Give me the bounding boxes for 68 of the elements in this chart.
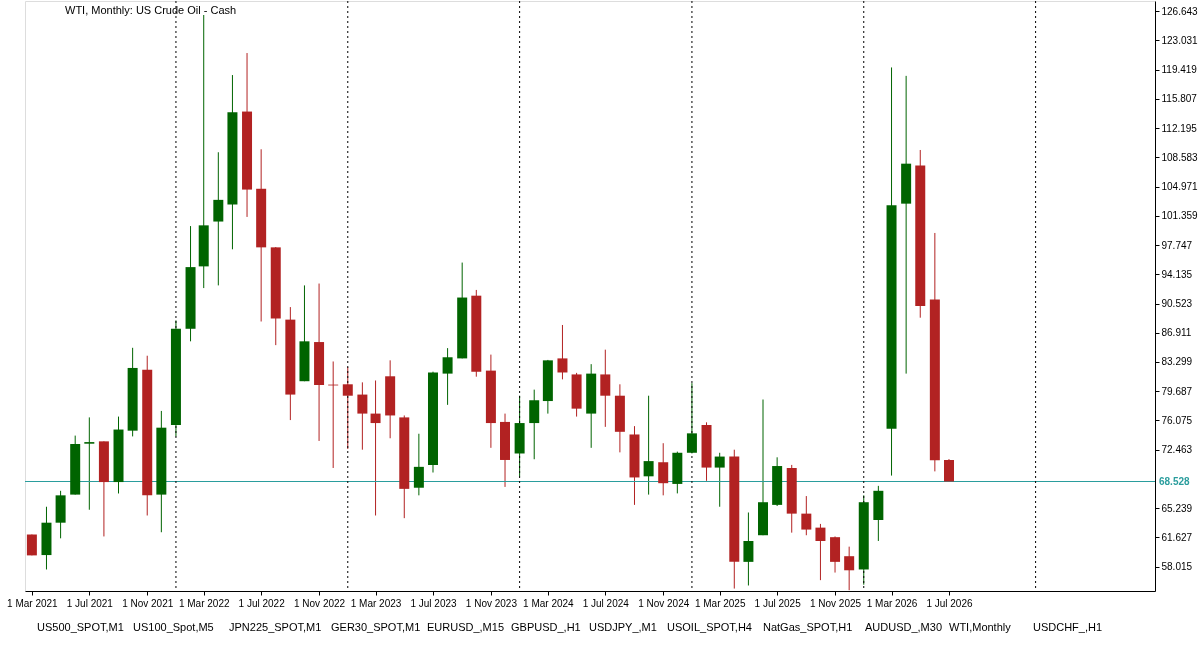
text: US500_SPOT,M1 xyxy=(37,621,124,633)
y-tick-label: 65.239 xyxy=(1161,502,1193,514)
x-tick-label: 1 Mar 2025 xyxy=(694,597,746,609)
candlestick xyxy=(529,389,540,460)
y-tick-label: 58.015 xyxy=(1161,561,1193,573)
x-tick-label: 1 Nov 2022 xyxy=(293,597,346,609)
x-tick-label: 1 Mar 2022 xyxy=(178,597,230,609)
y-tick-label: 97.747 xyxy=(1161,239,1193,251)
text: EURUSD_,M15 xyxy=(427,621,505,633)
y-tick-label: 104.971 xyxy=(1161,181,1199,193)
y-tick-label: 94.135 xyxy=(1161,268,1193,280)
x-tick-label: 1 Mar 2024 xyxy=(523,597,575,609)
text: GER30_SPOT,M1 xyxy=(331,621,421,633)
candlestick xyxy=(844,546,855,591)
x-tick-label: 1 Mar 2021 xyxy=(7,597,59,609)
candlestick xyxy=(658,442,669,496)
candlestick xyxy=(213,151,224,286)
y-tick-label: 123.031 xyxy=(1161,34,1199,46)
text: JPN225_SPOT,M1 xyxy=(229,621,322,633)
y-tick-label: 101.359 xyxy=(1161,210,1199,222)
ref-line-label: 68.528 xyxy=(1159,475,1191,487)
x-tick-label: 1 Nov 2025 xyxy=(809,597,862,609)
y-tick-label: 86.911 xyxy=(1161,327,1192,339)
y-tick-label: 61.627 xyxy=(1161,531,1193,543)
chart-title: WTI, Monthly: US Crude Oil - Cash xyxy=(65,4,237,16)
candlestick xyxy=(686,382,697,454)
x-tick-label: 1 Jul 2023 xyxy=(410,597,457,609)
text: WTI,Monthly xyxy=(949,621,1012,633)
candlestick xyxy=(801,495,812,536)
x-tick-label: 1 Mar 2023 xyxy=(350,597,402,609)
candlestick xyxy=(413,433,424,496)
text: GBPUSD_,H1 xyxy=(511,621,581,633)
candlestick xyxy=(743,512,754,586)
y-tick-label: 83.299 xyxy=(1161,356,1193,368)
x-tick-label: 1 Jul 2022 xyxy=(238,597,286,609)
candlestick xyxy=(557,324,568,380)
candlestick xyxy=(643,395,654,496)
y-tick-label: 79.687 xyxy=(1161,385,1193,397)
text: AUDUSD_,M30 xyxy=(865,621,943,633)
y-tick-label: 119.419 xyxy=(1161,64,1198,76)
y-tick-label: 126.643 xyxy=(1161,5,1199,17)
x-tick-label: 1 Nov 2023 xyxy=(465,597,518,609)
y-tick-label: 76.075 xyxy=(1161,414,1193,426)
candlestick xyxy=(84,416,95,511)
text: USDJPY_,M1 xyxy=(589,621,657,633)
candlestick xyxy=(342,366,353,450)
x-tick-label: 1 Nov 2024 xyxy=(638,597,690,609)
y-tick-label: 90.523 xyxy=(1161,298,1193,309)
candlestick xyxy=(815,523,826,581)
candlestick xyxy=(714,452,725,508)
x-tick-label: 1 Jul 2021 xyxy=(66,597,114,609)
text: USOIL_SPOT,H4 xyxy=(667,621,752,633)
candlestick xyxy=(442,347,453,406)
text: US100_Spot,M5 xyxy=(133,621,214,633)
candlestick xyxy=(357,381,368,451)
x-tick-label: 1 Mar 2026 xyxy=(866,597,918,609)
candlestick xyxy=(600,349,611,428)
x-tick-label: 1 Jul 2026 xyxy=(926,597,973,609)
y-tick-label: 72.463 xyxy=(1161,444,1193,456)
y-tick-label: 112.195 xyxy=(1161,122,1198,134)
y-tick-label: 115.807 xyxy=(1161,93,1198,105)
x-tick-label: 1 Nov 2021 xyxy=(122,597,174,609)
text: NatGas_SPOT,H1 xyxy=(763,621,853,633)
x-tick-label: 1 Jul 2024 xyxy=(582,597,630,609)
y-tick-label: 108.583 xyxy=(1161,151,1199,163)
text: USDCHF_,H1 xyxy=(1033,621,1103,633)
candlestick xyxy=(370,379,381,516)
x-tick-label: 1 Jul 2025 xyxy=(754,597,802,609)
